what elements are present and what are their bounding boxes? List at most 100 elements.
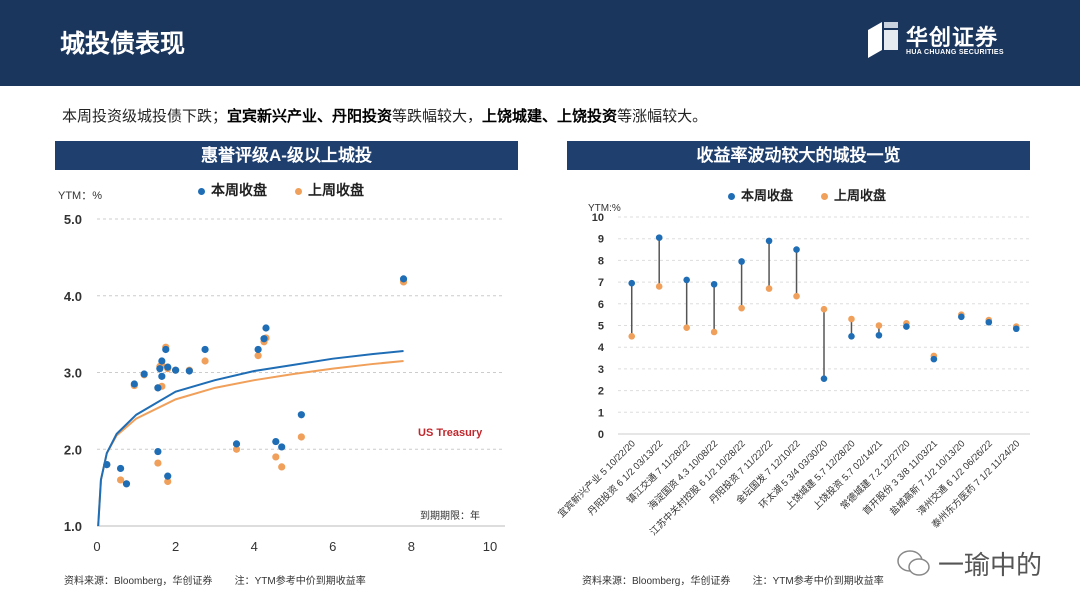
data-point-this-week xyxy=(232,440,241,448)
y-tick-label: 1 xyxy=(598,407,604,419)
right-legend: 本周收盘 上周收盘 xyxy=(728,185,886,204)
data-point-this-week xyxy=(903,323,910,330)
data-point-this-week xyxy=(710,280,718,288)
y-tick-label: 3.0 xyxy=(64,366,82,381)
summary-text: 本周投资级城投债下跌；宜宾新兴产业、丹阳投资等跌幅较大，上饶城建、上饶投资等涨幅… xyxy=(62,108,708,125)
x-tick-label: 2 xyxy=(172,539,179,554)
data-point-this-week xyxy=(399,275,408,283)
company-logo: 华创证券 HUA CHUANG SECURITIES xyxy=(864,20,1024,62)
data-point-this-week xyxy=(278,443,286,451)
data-point-this-week xyxy=(738,258,745,265)
right-source-note: 资料来源：Bloomberg，华创证券 注：YTM参考中价到期收益率 xyxy=(582,576,884,587)
data-point-last-week xyxy=(710,328,718,336)
data-point-last-week xyxy=(765,285,773,292)
data-point-this-week xyxy=(297,411,305,419)
data-point-last-week xyxy=(683,324,690,331)
logo-mark-icon xyxy=(868,22,898,58)
data-point-this-week xyxy=(116,464,125,473)
data-point-last-week xyxy=(793,292,800,300)
treasury-curve-last-week xyxy=(97,359,404,527)
data-point-this-week xyxy=(930,355,938,363)
data-point-this-week xyxy=(958,313,965,321)
y-tick-label: 8 xyxy=(598,255,604,267)
treasury-curve-this-week xyxy=(97,350,404,527)
data-point-this-week xyxy=(628,279,636,287)
data-point-last-week xyxy=(201,357,209,365)
data-point-this-week xyxy=(154,447,162,456)
data-point-last-week xyxy=(820,305,828,313)
y-tick-label: 9 xyxy=(598,234,604,246)
left-source-note: 资料来源：Bloomberg，华创证券 注：YTM参考中价到期收益率 xyxy=(64,576,366,587)
data-point-this-week xyxy=(158,357,166,365)
data-point-this-week xyxy=(140,370,148,378)
logo-cn: 华创证券 xyxy=(906,25,999,50)
y-tick-label: 2.0 xyxy=(64,442,82,457)
data-point-this-week xyxy=(875,331,883,339)
y-tick-label: 1.0 xyxy=(64,519,82,534)
data-point-last-week xyxy=(116,476,125,484)
data-point-last-week xyxy=(254,352,262,360)
left-scatter-chart: 1.0 2.0 3.0 4.0 5.0 0 2 4 6 8 10 YTM：% 到期期限：年 US Trea… xyxy=(58,190,505,554)
data-point-last-week xyxy=(278,463,286,471)
y-tick-label: 4.0 xyxy=(64,289,82,304)
data-point-this-week xyxy=(765,237,773,245)
data-point-this-week xyxy=(156,365,164,373)
data-point-last-week xyxy=(738,304,745,312)
x-tick-label: 6 xyxy=(329,539,336,554)
y-tick-label: 6 xyxy=(598,299,604,311)
data-point-this-week xyxy=(820,375,828,382)
y-tick-label: 5.0 xyxy=(64,212,82,227)
data-point-last-week xyxy=(655,283,663,290)
data-point-this-week xyxy=(162,345,170,354)
y-tick-label: 4 xyxy=(598,342,605,354)
data-point-this-week xyxy=(793,246,800,253)
data-point-this-week xyxy=(164,363,172,371)
y-tick-label: 3 xyxy=(598,364,604,376)
y-tick-label: 2 xyxy=(598,386,604,398)
x-tick-label: 4 xyxy=(251,539,258,554)
data-point-this-week xyxy=(260,335,268,343)
data-point-this-week xyxy=(1012,325,1020,333)
data-point-last-week xyxy=(848,315,855,323)
data-point-this-week xyxy=(172,366,180,374)
data-point-this-week xyxy=(655,234,663,241)
legend-last-week: 上周收盘 xyxy=(295,180,364,200)
data-point-this-week xyxy=(201,345,209,354)
data-point-last-week xyxy=(297,433,305,441)
y-tick-label: 7 xyxy=(598,277,604,289)
legend-this-week: 本周收盘 xyxy=(728,185,793,204)
data-point-last-week xyxy=(154,459,162,467)
data-point-this-week xyxy=(154,384,162,392)
data-point-last-week xyxy=(164,477,172,486)
x-tick-label: 10 xyxy=(483,539,497,554)
data-point-this-week xyxy=(164,472,172,480)
x-tick-label: 8 xyxy=(408,539,415,554)
data-point-last-week xyxy=(628,333,636,340)
watermark: 一瑜中的 xyxy=(896,545,1042,582)
page-title: 城投债表现 xyxy=(60,30,186,58)
logo-en: HUA CHUANG SECURITIES xyxy=(906,49,1004,56)
y-tick-label: 5 xyxy=(598,321,604,333)
data-point-this-week xyxy=(185,367,193,375)
data-point-this-week xyxy=(683,276,690,284)
x-tick-label: 0 xyxy=(93,539,100,554)
data-point-last-week xyxy=(232,445,241,453)
data-point-this-week xyxy=(103,461,111,469)
y-tick-label: 10 xyxy=(592,212,604,224)
data-point-this-week xyxy=(262,324,270,332)
left-chart-title: 惠誉评级A-级以上城投 xyxy=(55,141,518,170)
y-tick-label: 0 xyxy=(598,429,604,441)
y-axis-label: YTM：% xyxy=(58,190,102,202)
data-point-this-week xyxy=(985,318,993,326)
left-legend: 本周收盘 上周收盘 xyxy=(198,180,364,200)
data-point-last-week xyxy=(272,453,280,461)
annotation-us-treasury: US Treasury xyxy=(418,427,483,439)
data-point-last-week xyxy=(875,322,883,329)
data-point-this-week xyxy=(848,333,855,340)
data-point-this-week xyxy=(122,480,131,488)
legend-last-week: 上周收盘 xyxy=(821,185,886,204)
data-point-this-week xyxy=(254,345,262,354)
header-bar: 城投债表现 华创证券 HUA CHUANG SECURITIES xyxy=(0,0,1080,86)
y-axis-label: YTM:% xyxy=(588,203,621,214)
